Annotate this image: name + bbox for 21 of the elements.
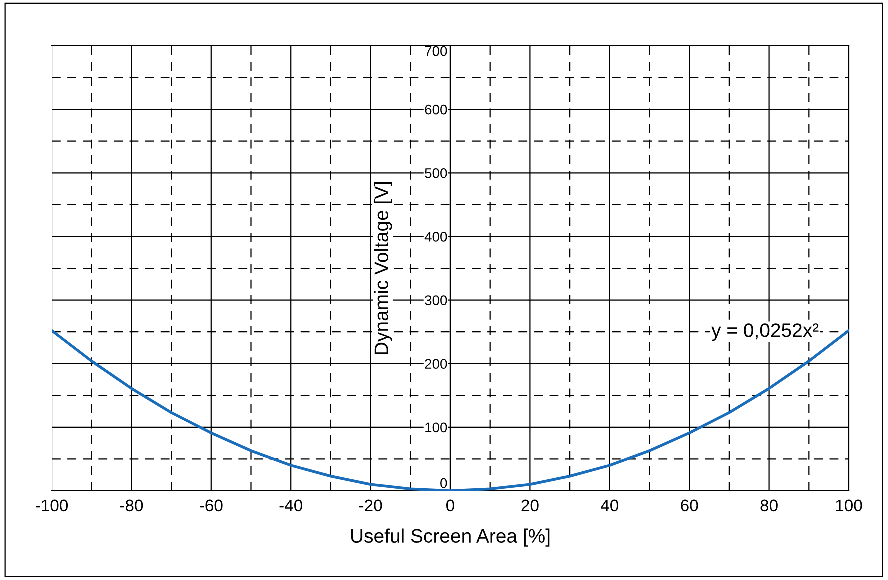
y-tick-label: 300 xyxy=(425,296,448,306)
y-tick-label: 0 xyxy=(440,478,448,488)
x-tick-label: 80 xyxy=(760,500,778,512)
x-tick-label: 60 xyxy=(681,500,698,512)
y-tick-label: 600 xyxy=(425,104,448,115)
x-tick-label: -60 xyxy=(200,500,223,512)
x-axis-title: Useful Screen Area [%] xyxy=(351,528,550,547)
x-tick-label: 40 xyxy=(601,500,619,512)
x-tick-label: -20 xyxy=(359,500,382,512)
y-tick-label: 400 xyxy=(424,232,448,242)
y-tick-label: 100 xyxy=(426,422,448,433)
y-tick-label: 200 xyxy=(425,359,448,370)
annotation: y = 0,0252x² xyxy=(712,324,819,342)
x-tick-label: 100 xyxy=(836,500,862,512)
y-axis-title: Dynamic Voltage [V] xyxy=(374,182,392,354)
x-tick-label: 20 xyxy=(522,500,539,512)
y-tick-label: 700 xyxy=(425,46,448,56)
x-tick-label: -80 xyxy=(120,500,144,512)
y-tick-label: 500 xyxy=(425,168,448,178)
x-tick-label: -40 xyxy=(280,500,302,512)
x-tick-label: -100 xyxy=(36,500,68,512)
